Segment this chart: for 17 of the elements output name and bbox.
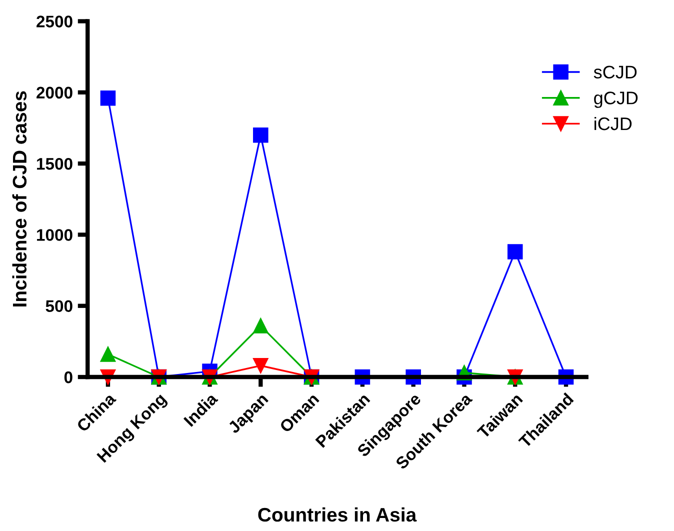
point <box>253 358 268 374</box>
point <box>253 127 268 143</box>
point <box>100 90 116 106</box>
y-tick-label: 500 <box>46 300 72 312</box>
y-tick-label: 2500 <box>36 16 72 28</box>
y-tick-label: 1000 <box>37 229 72 241</box>
legend-label: gCJD <box>594 92 638 108</box>
legend-label: sCJD <box>594 66 637 78</box>
y-tick-label: 0 <box>64 371 72 384</box>
point <box>507 244 523 260</box>
legend-label: iCJD <box>594 116 632 130</box>
y-axis-title: Incidence of CJD cases <box>12 91 27 306</box>
y-tick-label: 1500 <box>37 158 72 170</box>
point <box>100 346 116 362</box>
point <box>253 318 268 334</box>
x-axis-title: Countries in Asia <box>258 507 417 522</box>
y-tick-label: 2000 <box>36 86 72 99</box>
